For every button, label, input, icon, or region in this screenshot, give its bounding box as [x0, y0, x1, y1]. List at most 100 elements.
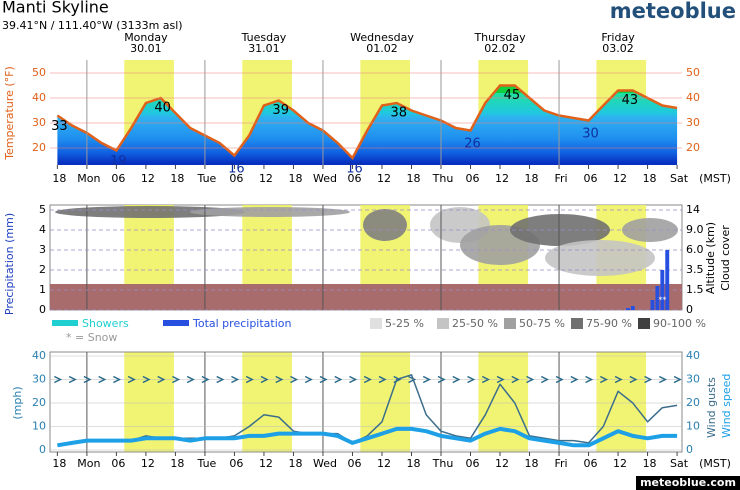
- precip-bar: [650, 300, 655, 310]
- temperature-extreme: 16: [346, 162, 363, 177]
- x-tick-label: 06: [229, 172, 243, 185]
- footer-bg: [636, 476, 740, 490]
- y-tick-label: 20: [32, 396, 46, 409]
- wind-arrow: [585, 375, 594, 384]
- x-tick-label: 06: [347, 172, 361, 185]
- wind-arrow: [142, 375, 151, 384]
- wind-arrow: [644, 375, 653, 384]
- x-tick-label: Thu: [432, 172, 454, 185]
- cloud-legend-swatch: [370, 318, 382, 329]
- snow-note: * = Snow: [66, 331, 117, 344]
- precip-bar: [630, 306, 635, 310]
- x-tick-label: Mon: [77, 457, 100, 470]
- wind-arrow: [98, 375, 107, 384]
- wind-arrow: [83, 375, 92, 384]
- wind-arrow: [127, 375, 136, 384]
- x-tick-label: 12: [377, 457, 391, 470]
- y-tick-label: 10: [686, 420, 700, 433]
- series-label: Wind gusts: [705, 377, 718, 438]
- location: 39.41°N / 111.40°W (3133m asl): [2, 19, 183, 32]
- y2-axis-label: Altitude (km): [704, 222, 717, 294]
- y-tick-label: 40: [32, 349, 46, 362]
- wind-arrow: [275, 375, 284, 384]
- x-tick-label: 06: [111, 457, 125, 470]
- wind-arrow: [481, 375, 490, 384]
- daylight: [124, 352, 174, 452]
- legend-label: Total precipitation: [192, 317, 292, 330]
- x-tick-label: 06: [111, 172, 125, 185]
- y-tick-label: 14: [686, 203, 700, 216]
- y-tick-label: 1.5: [686, 283, 704, 296]
- wind-arrow: [186, 375, 195, 384]
- temperature-extreme: 26: [464, 137, 481, 152]
- x-unit: (MST): [699, 457, 731, 470]
- temperature-extreme: 33: [51, 119, 68, 134]
- temperature-extreme: 19: [110, 154, 127, 169]
- x-tick-label: Wed: [313, 457, 337, 470]
- wind-arrow: [113, 375, 122, 384]
- x-tick-label: Thu: [432, 457, 454, 470]
- wind-frame: [49, 351, 683, 453]
- precip-bar: [625, 308, 630, 310]
- x-tick-label: Sat: [670, 172, 689, 185]
- wind-arrow: [408, 375, 417, 384]
- x-tick-label: Wed: [313, 172, 337, 185]
- x-tick-label: 18: [170, 172, 184, 185]
- x-tick-label: 12: [613, 457, 627, 470]
- cloud: [363, 209, 407, 241]
- wind-arrow: [555, 375, 564, 384]
- x-unit: (MST): [699, 172, 731, 185]
- daylight: [478, 352, 529, 452]
- cloud: [622, 218, 678, 242]
- cloud-legend-swatch: [504, 318, 516, 329]
- y-tick-label: 50: [32, 66, 46, 79]
- x-tick-label: Tue: [197, 457, 217, 470]
- y-tick-label: 20: [32, 141, 46, 154]
- wind-arrow: [157, 375, 166, 384]
- y-tick-label: 40: [32, 91, 46, 104]
- x-tick-label: Mon: [77, 172, 100, 185]
- y-tick-label: 20: [686, 396, 700, 409]
- cloud-legend-label: 25-50 %: [452, 317, 498, 330]
- wind-arrow: [216, 375, 225, 384]
- y-tick-label: 40: [686, 91, 700, 104]
- y-tick-label: 50: [686, 66, 700, 79]
- day-date: 01.02: [366, 42, 398, 55]
- temperature-extreme: 30: [582, 127, 599, 142]
- y-tick-label: 30: [32, 116, 46, 129]
- x-tick-label: Tue: [197, 172, 217, 185]
- x-tick-label: 18: [406, 457, 420, 470]
- temperature-extreme: 39: [272, 103, 289, 118]
- precip-bar: [655, 286, 660, 310]
- x-tick-label: 06: [347, 457, 361, 470]
- title: Manti Skyline: [2, 0, 109, 17]
- y-tick-label: 2: [39, 263, 46, 276]
- cloud-legend-swatch: [437, 318, 449, 329]
- cloud-legend-label: 90-100 %: [653, 317, 706, 330]
- wind-arrow: [467, 375, 476, 384]
- legend-label: Showers: [82, 317, 129, 330]
- day-date: 03.02: [602, 42, 634, 55]
- x-tick-label: 18: [288, 172, 302, 185]
- temperature-extreme: 38: [390, 106, 407, 121]
- wind-arrow: [511, 375, 520, 384]
- y-tick-label: 3.5: [686, 263, 704, 276]
- x-tick-label: Fri: [554, 457, 567, 470]
- footer: meteoblue.com: [640, 476, 736, 489]
- y-tick-label: 6.0: [686, 243, 704, 256]
- wind-arrow: [437, 375, 446, 384]
- y-tick-label: 10: [32, 420, 46, 433]
- wind-arrow: [231, 375, 240, 384]
- cloud: [510, 214, 610, 246]
- wind-arrow: [658, 375, 668, 384]
- temperature-extreme: 43: [622, 93, 639, 108]
- y-tick-label: 30: [686, 116, 700, 129]
- x-tick-label: 12: [259, 172, 273, 185]
- x-tick-label: 18: [643, 457, 657, 470]
- series-label: Wind speed: [720, 374, 733, 438]
- legend-swatch: [52, 320, 78, 326]
- x-tick-label: 18: [525, 457, 539, 470]
- cloud-legend-swatch: [638, 318, 650, 329]
- day-name: Friday: [601, 31, 635, 44]
